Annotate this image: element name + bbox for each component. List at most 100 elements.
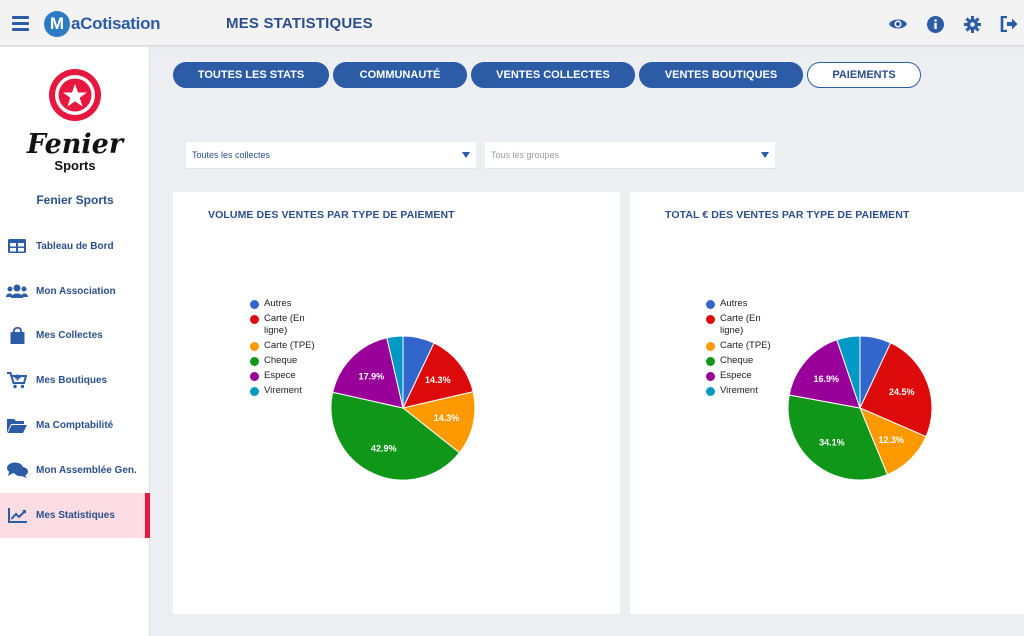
- legend-label: Cheque: [264, 355, 298, 366]
- eye-icon[interactable]: [887, 14, 909, 34]
- legend-swatch: [706, 300, 715, 309]
- chart-title: TOTAL € DES VENTES PAR TYPE DE PAIEMENT: [665, 209, 910, 221]
- legend-label: Carte (En ligne): [264, 313, 305, 336]
- legend-item: Espece: [706, 370, 786, 382]
- legend-label: Carte (En ligne): [720, 313, 761, 336]
- logo-text: aCotisation: [71, 14, 161, 33]
- collectes-select[interactable]: Toutes les collectes: [186, 142, 476, 169]
- legend-swatch: [250, 315, 259, 324]
- groupes-select[interactable]: Tous les groupes: [485, 142, 775, 169]
- legend-item: Carte (TPE): [250, 340, 330, 352]
- chart-legend: Autres Carte (En ligne) Carte (TPE) Cheque E…: [250, 298, 330, 400]
- pie-slice-carte-en-ligne-[interactable]: [859, 342, 933, 438]
- legend-item: Virement: [706, 385, 786, 397]
- pie-slice-cheque[interactable]: [330, 391, 461, 481]
- sidebar-item-mon-assemblee[interactable]: Mon Assemblée Gen.: [0, 448, 150, 493]
- legend-swatch: [706, 387, 715, 396]
- pie-slice-carte-tpe-[interactable]: [401, 391, 476, 454]
- legend-swatch: [250, 357, 259, 366]
- legend-item: Carte (En ligne): [706, 313, 786, 337]
- folder-icon: [6, 417, 28, 435]
- pie-slice-cheque[interactable]: [787, 394, 888, 481]
- svg-text:Fenier: Fenier: [26, 129, 125, 160]
- pie-slice-carte-en-ligne-[interactable]: [402, 342, 474, 409]
- chevron-down-icon: [462, 152, 470, 158]
- legend-item: Autres: [250, 298, 330, 310]
- tab-communaute[interactable]: COMMUNAUTÉ: [333, 62, 467, 88]
- cart-icon: [6, 372, 28, 390]
- pie-data-label: 42.9%: [371, 443, 397, 453]
- gear-icon[interactable]: [961, 14, 983, 34]
- legend-swatch: [706, 357, 715, 366]
- legend-swatch: [250, 342, 259, 351]
- club-name: Fenier Sports: [36, 193, 114, 207]
- groupes-select-placeholder: Tous les groupes: [491, 150, 560, 160]
- legend-item: Autres: [706, 298, 786, 310]
- app-logo[interactable]: M aCotisation: [44, 10, 161, 38]
- legend-swatch: [706, 315, 715, 324]
- chart-card-volume: VOLUME DES VENTES PAR TYPE DE PAIEMENT A…: [173, 192, 620, 614]
- legend-swatch: [706, 372, 715, 381]
- collectes-select-value: Toutes les collectes: [192, 150, 271, 160]
- tab-ventes-collectes[interactable]: VENTES COLLECTES: [471, 62, 635, 88]
- sidebar-item-label: Mes Boutiques: [36, 375, 108, 387]
- legend-label: Autres: [720, 298, 748, 309]
- sidebar-item-label: Mes Statistiques: [36, 509, 115, 521]
- chevron-down-icon: [761, 152, 769, 158]
- legend-item: Espece: [250, 370, 330, 382]
- club-logo: Fenier Sports: [24, 69, 126, 179]
- table-icon: [6, 237, 28, 255]
- sidebar-item-mon-association[interactable]: Mon Association: [0, 269, 150, 314]
- sidebar-item-mes-statistiques[interactable]: Mes Statistiques: [0, 492, 150, 538]
- legend-label: Cheque: [720, 355, 754, 366]
- users-icon: [6, 282, 28, 300]
- legend-label: Autres: [264, 298, 292, 309]
- legend-item: Cheque: [706, 355, 786, 367]
- sidebar-item-label: Mon Assemblée Gen.: [36, 464, 137, 476]
- menu-icon[interactable]: [12, 16, 29, 31]
- pie-slice-virement[interactable]: [386, 335, 404, 409]
- sidebar-item-label: Mes Collectes: [36, 330, 103, 342]
- legend-label: Carte (TPE): [720, 340, 771, 351]
- stats-tabs: TOUTES LES STATS COMMUNAUTÉ VENTES COLLE…: [173, 62, 921, 88]
- legend-label: Virement: [720, 385, 758, 396]
- sidebar-item-label: Ma Comptabilité: [36, 420, 114, 432]
- legend-item: Cheque: [250, 355, 330, 367]
- pie-data-label: 14.3%: [425, 375, 451, 385]
- logout-icon[interactable]: [998, 14, 1020, 34]
- legend-swatch: [706, 342, 715, 351]
- top-bar: M aCotisation MES STATISTIQUES: [0, 0, 1024, 46]
- logo-mark: M: [44, 11, 70, 37]
- pie-data-label: 16.9%: [813, 374, 839, 384]
- comments-icon: [6, 461, 28, 479]
- pie-chart-total: 24.5% 12.3% 34.1% 16.9%: [787, 335, 933, 481]
- chart-card-total: TOTAL € DES VENTES PAR TYPE DE PAIEMENT …: [630, 192, 1024, 614]
- legend-label: Carte (TPE): [264, 340, 315, 351]
- sidebar-item-tableau-de-bord[interactable]: Tableau de Bord: [0, 224, 150, 269]
- sidebar-item-mes-collectes[interactable]: Mes Collectes: [0, 314, 150, 359]
- legend-label: Virement: [264, 385, 302, 396]
- tab-paiements[interactable]: PAIEMENTS: [807, 62, 921, 88]
- pie-slice-espece[interactable]: [332, 337, 404, 409]
- legend-label: Espece: [264, 370, 296, 381]
- legend-item: Virement: [250, 385, 330, 397]
- tab-ventes-boutiques[interactable]: VENTES BOUTIQUES: [639, 62, 803, 88]
- info-icon[interactable]: [924, 14, 946, 34]
- svg-text:Sports: Sports: [54, 158, 95, 173]
- pie-chart-volume: 14.3% 14.3% 42.9% 17.9%: [330, 335, 476, 481]
- tab-toutes-les-stats[interactable]: TOUTES LES STATS: [173, 62, 329, 88]
- legend-label: Espece: [720, 370, 752, 381]
- pie-slice-virement[interactable]: [836, 335, 861, 409]
- legend-swatch: [250, 300, 259, 309]
- sidebar-item-mes-boutiques[interactable]: Mes Boutiques: [0, 358, 150, 403]
- sidebar-item-label: Tableau de Bord: [36, 240, 114, 252]
- sidebar-item-ma-comptabilite[interactable]: Ma Comptabilité: [0, 403, 150, 448]
- pie-data-label: 14.3%: [434, 413, 460, 423]
- chart-line-icon: [6, 506, 28, 524]
- pie-data-label: 24.5%: [889, 387, 915, 397]
- sidebar-nav: Tableau de Bord Mon Association Mes Coll…: [0, 224, 150, 538]
- legend-swatch: [250, 372, 259, 381]
- legend-swatch: [250, 387, 259, 396]
- chart-legend: Autres Carte (En ligne) Carte (TPE) Cheque E…: [706, 298, 786, 400]
- sidebar-item-label: Mon Association: [36, 285, 116, 297]
